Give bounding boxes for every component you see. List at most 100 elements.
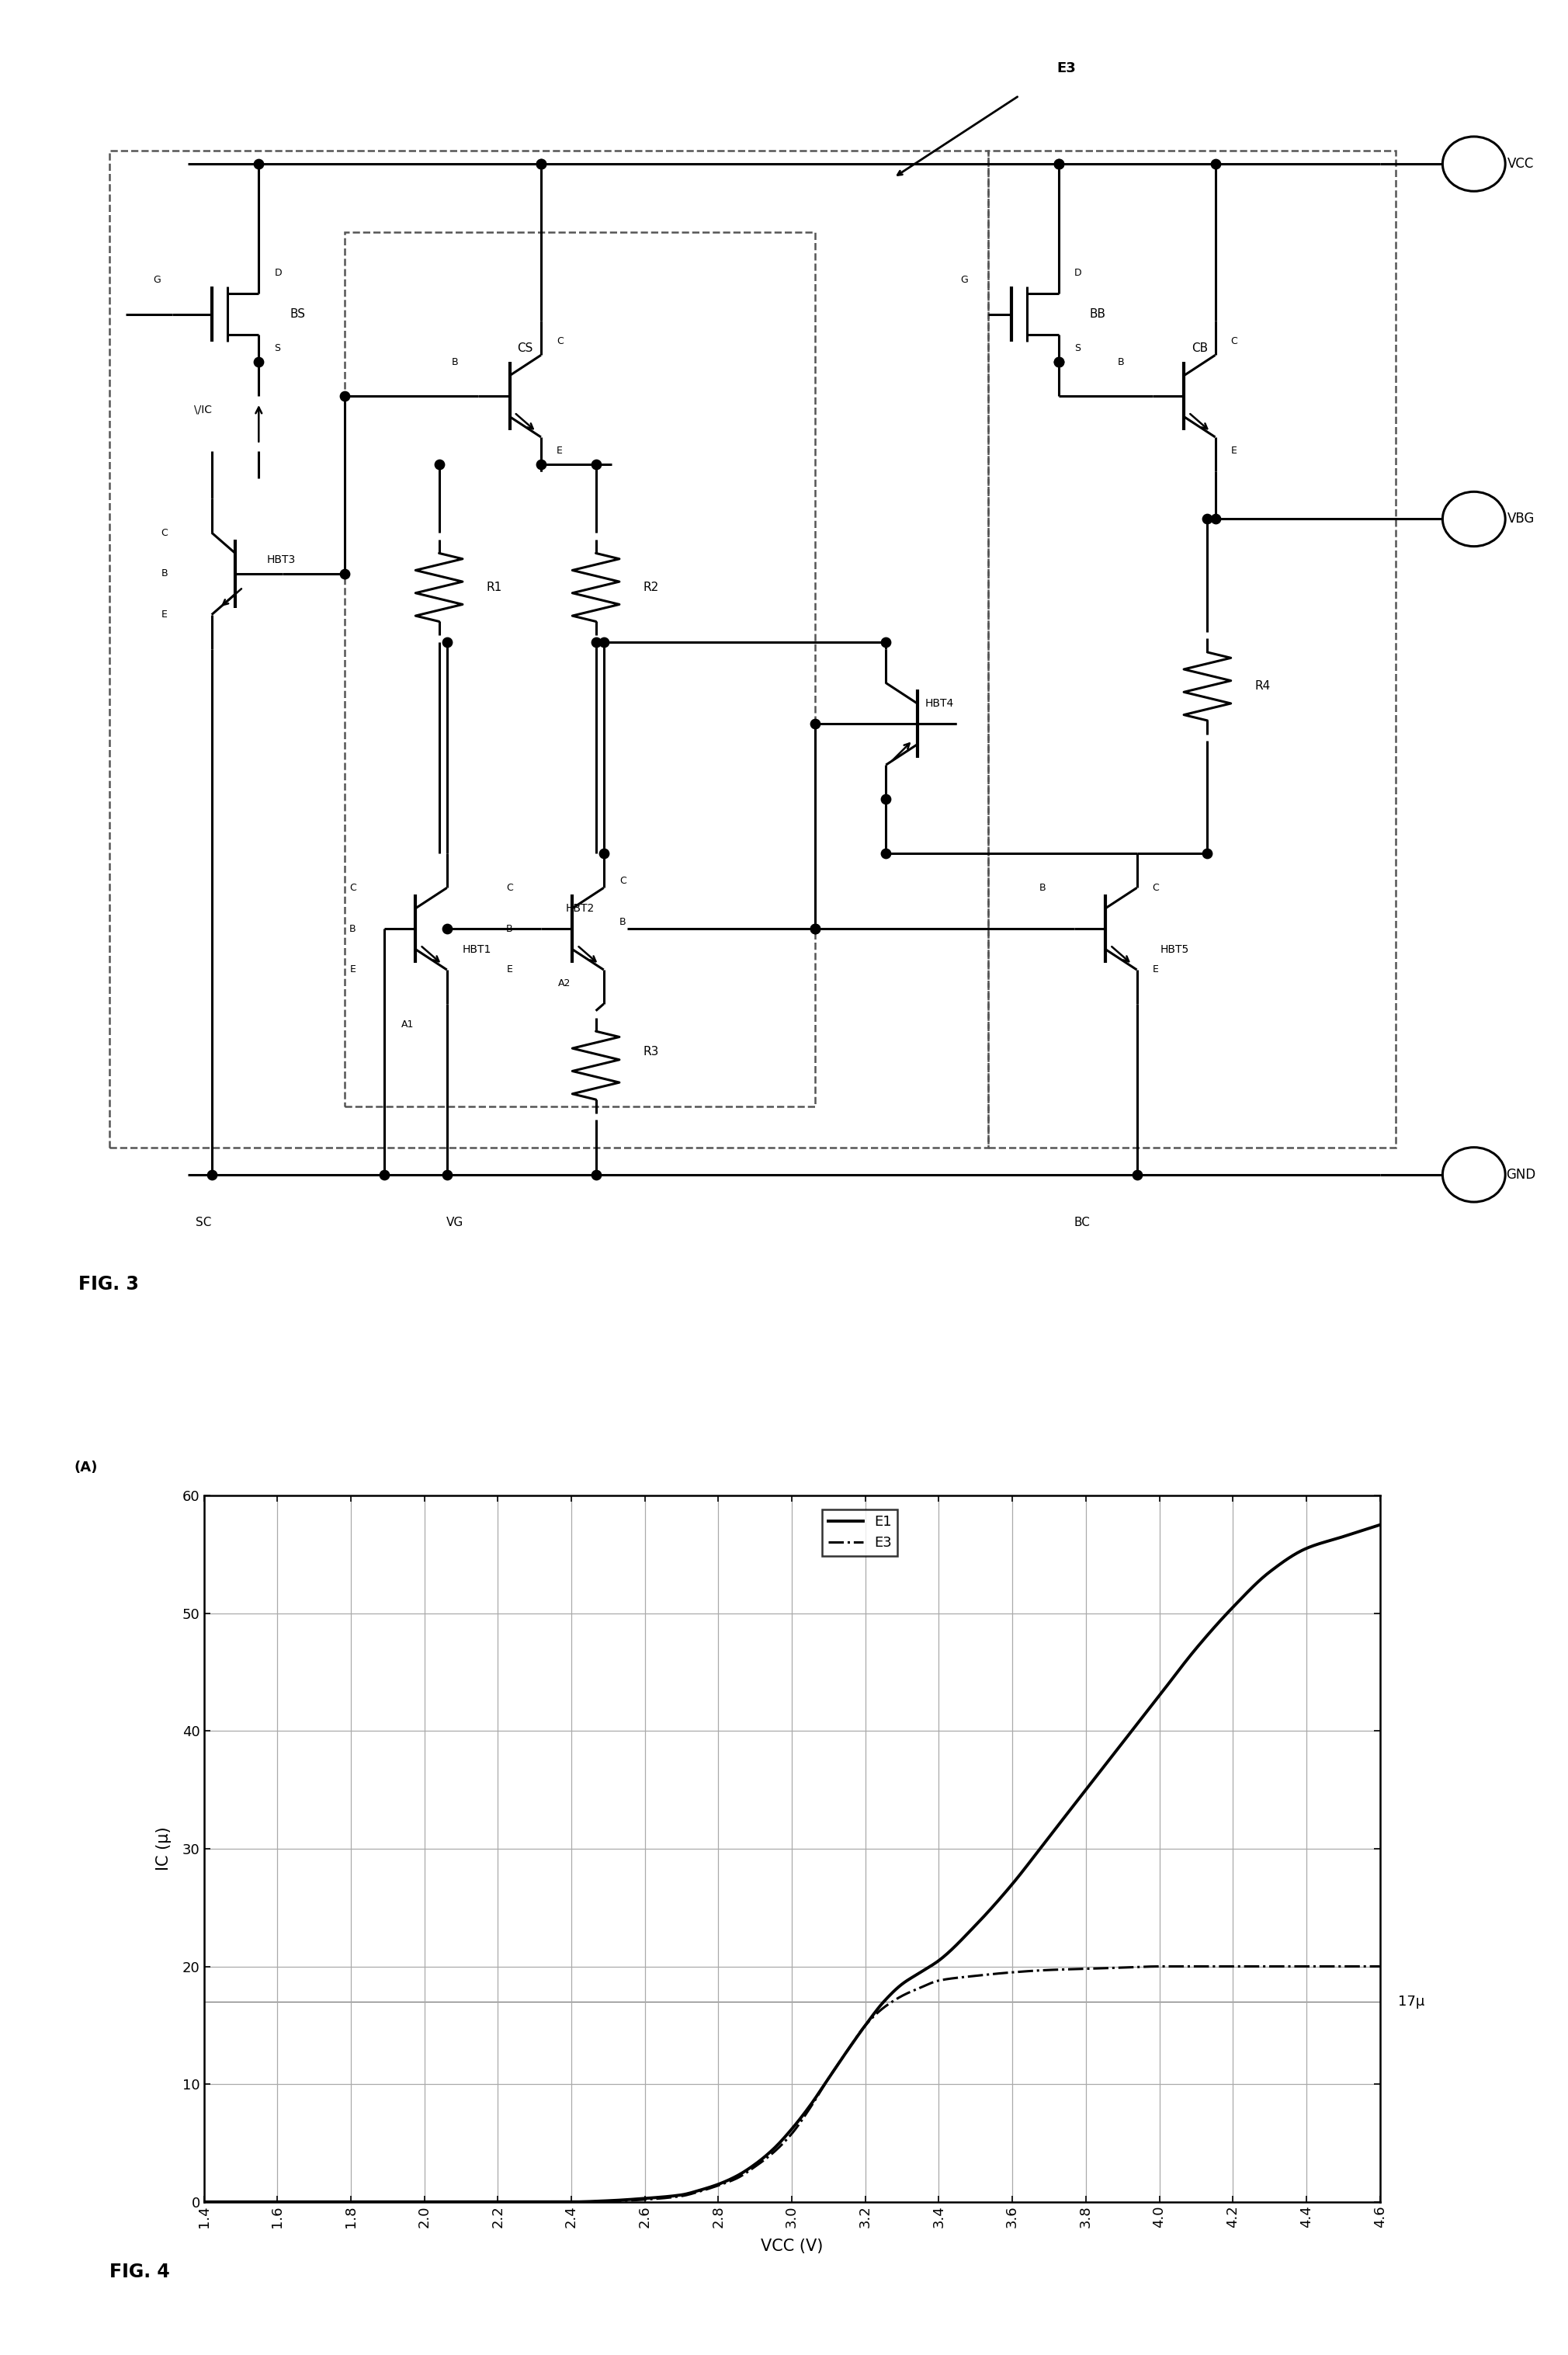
- Legend: E1, E3: E1, E3: [822, 1510, 897, 1557]
- E1: [1370, 1512, 1389, 1540]
- Text: E: E: [1231, 445, 1237, 457]
- Point: [528, 445, 554, 483]
- E3: [1370, 1952, 1389, 1981]
- Text: HBT5: HBT5: [1160, 944, 1189, 954]
- Text: E3: E3: [1057, 61, 1076, 75]
- Text: S: S: [274, 344, 281, 353]
- Point: [873, 624, 898, 662]
- Text: (A): (A): [74, 1460, 99, 1474]
- E1: [194, 2188, 213, 2216]
- Text: E: E: [557, 445, 563, 457]
- Text: BB: BB: [1090, 309, 1105, 320]
- Point: [1124, 1156, 1149, 1194]
- Text: G: G: [961, 276, 967, 285]
- E1: [267, 2188, 285, 2216]
- Text: D: D: [274, 268, 282, 278]
- E1: [1087, 1764, 1105, 1792]
- Text: B: B: [619, 916, 626, 928]
- Text: C: C: [557, 337, 563, 346]
- Point: [583, 624, 608, 662]
- Line: E1: E1: [204, 1526, 1380, 2202]
- Point: [434, 1156, 459, 1194]
- Y-axis label: IC (μ): IC (μ): [157, 1827, 171, 1870]
- Text: B: B: [350, 923, 356, 935]
- Point: [1046, 146, 1071, 184]
- Point: [246, 344, 271, 382]
- Text: R1: R1: [486, 582, 502, 593]
- Text: S: S: [1074, 344, 1080, 353]
- Point: [591, 836, 616, 874]
- Point: [1046, 344, 1071, 382]
- Point: [1195, 499, 1220, 537]
- Text: B: B: [452, 358, 458, 367]
- Text: BC: BC: [1074, 1218, 1090, 1229]
- Point: [803, 909, 828, 947]
- Text: VG: VG: [445, 1218, 464, 1229]
- Text: B: B: [1118, 358, 1124, 367]
- Point: [1046, 146, 1071, 184]
- Text: D: D: [1074, 268, 1082, 278]
- E3: [1151, 1952, 1170, 1981]
- Text: C: C: [619, 876, 626, 885]
- Bar: [345, 233, 815, 1107]
- Point: [803, 704, 828, 742]
- Bar: [110, 151, 988, 1147]
- Point: [1046, 344, 1071, 382]
- Bar: [988, 151, 1396, 1147]
- Text: C: C: [350, 883, 356, 893]
- E1: [908, 1959, 927, 1988]
- Point: [1195, 836, 1220, 874]
- Point: [528, 146, 554, 184]
- Text: SC: SC: [196, 1218, 212, 1229]
- Point: [591, 624, 616, 662]
- Point: [583, 1156, 608, 1194]
- Text: E: E: [1152, 966, 1159, 975]
- Line: E3: E3: [204, 1966, 1380, 2202]
- Point: [434, 909, 459, 947]
- Point: [426, 445, 452, 483]
- Text: FIG. 4: FIG. 4: [110, 2263, 169, 2282]
- Point: [372, 1156, 397, 1194]
- Text: HBT3: HBT3: [267, 553, 295, 565]
- Text: C: C: [1231, 337, 1237, 346]
- Text: GND: GND: [1507, 1168, 1535, 1182]
- Text: E: E: [350, 966, 356, 975]
- Point: [873, 780, 898, 817]
- Text: VCC: VCC: [1507, 158, 1535, 172]
- E1: [878, 1985, 897, 2014]
- Text: FIG. 3: FIG. 3: [78, 1274, 140, 1293]
- E3: [878, 1992, 897, 2021]
- Text: B: B: [1040, 883, 1046, 893]
- Text: CS: CS: [517, 341, 533, 353]
- Point: [434, 624, 459, 662]
- Point: [803, 909, 828, 947]
- Text: C: C: [1152, 883, 1159, 893]
- E1: [1207, 1611, 1226, 1639]
- E3: [194, 2188, 213, 2216]
- Text: B: B: [162, 568, 168, 579]
- Text: VBG: VBG: [1507, 511, 1535, 525]
- E3: [944, 1964, 963, 1992]
- E3: [1209, 1952, 1228, 1981]
- E3: [267, 2188, 285, 2216]
- X-axis label: VCC (V): VCC (V): [760, 2240, 823, 2254]
- Text: CB: CB: [1192, 341, 1207, 353]
- Text: R3: R3: [643, 1046, 659, 1057]
- Point: [246, 146, 271, 184]
- Point: [873, 836, 898, 874]
- E3: [908, 1973, 927, 2002]
- Point: [199, 1156, 224, 1194]
- Text: HBT1: HBT1: [463, 944, 492, 954]
- Point: [583, 445, 608, 483]
- E1: [944, 1933, 963, 1962]
- Text: G: G: [154, 276, 160, 285]
- Point: [1203, 146, 1228, 184]
- Text: HBT2: HBT2: [566, 902, 594, 914]
- Text: 17μ: 17μ: [1399, 1995, 1425, 2009]
- Point: [1203, 499, 1228, 537]
- Text: E: E: [506, 966, 513, 975]
- Point: [332, 556, 358, 593]
- Text: R2: R2: [643, 582, 659, 593]
- Text: HBT4: HBT4: [925, 697, 953, 709]
- Text: A1: A1: [401, 1020, 414, 1029]
